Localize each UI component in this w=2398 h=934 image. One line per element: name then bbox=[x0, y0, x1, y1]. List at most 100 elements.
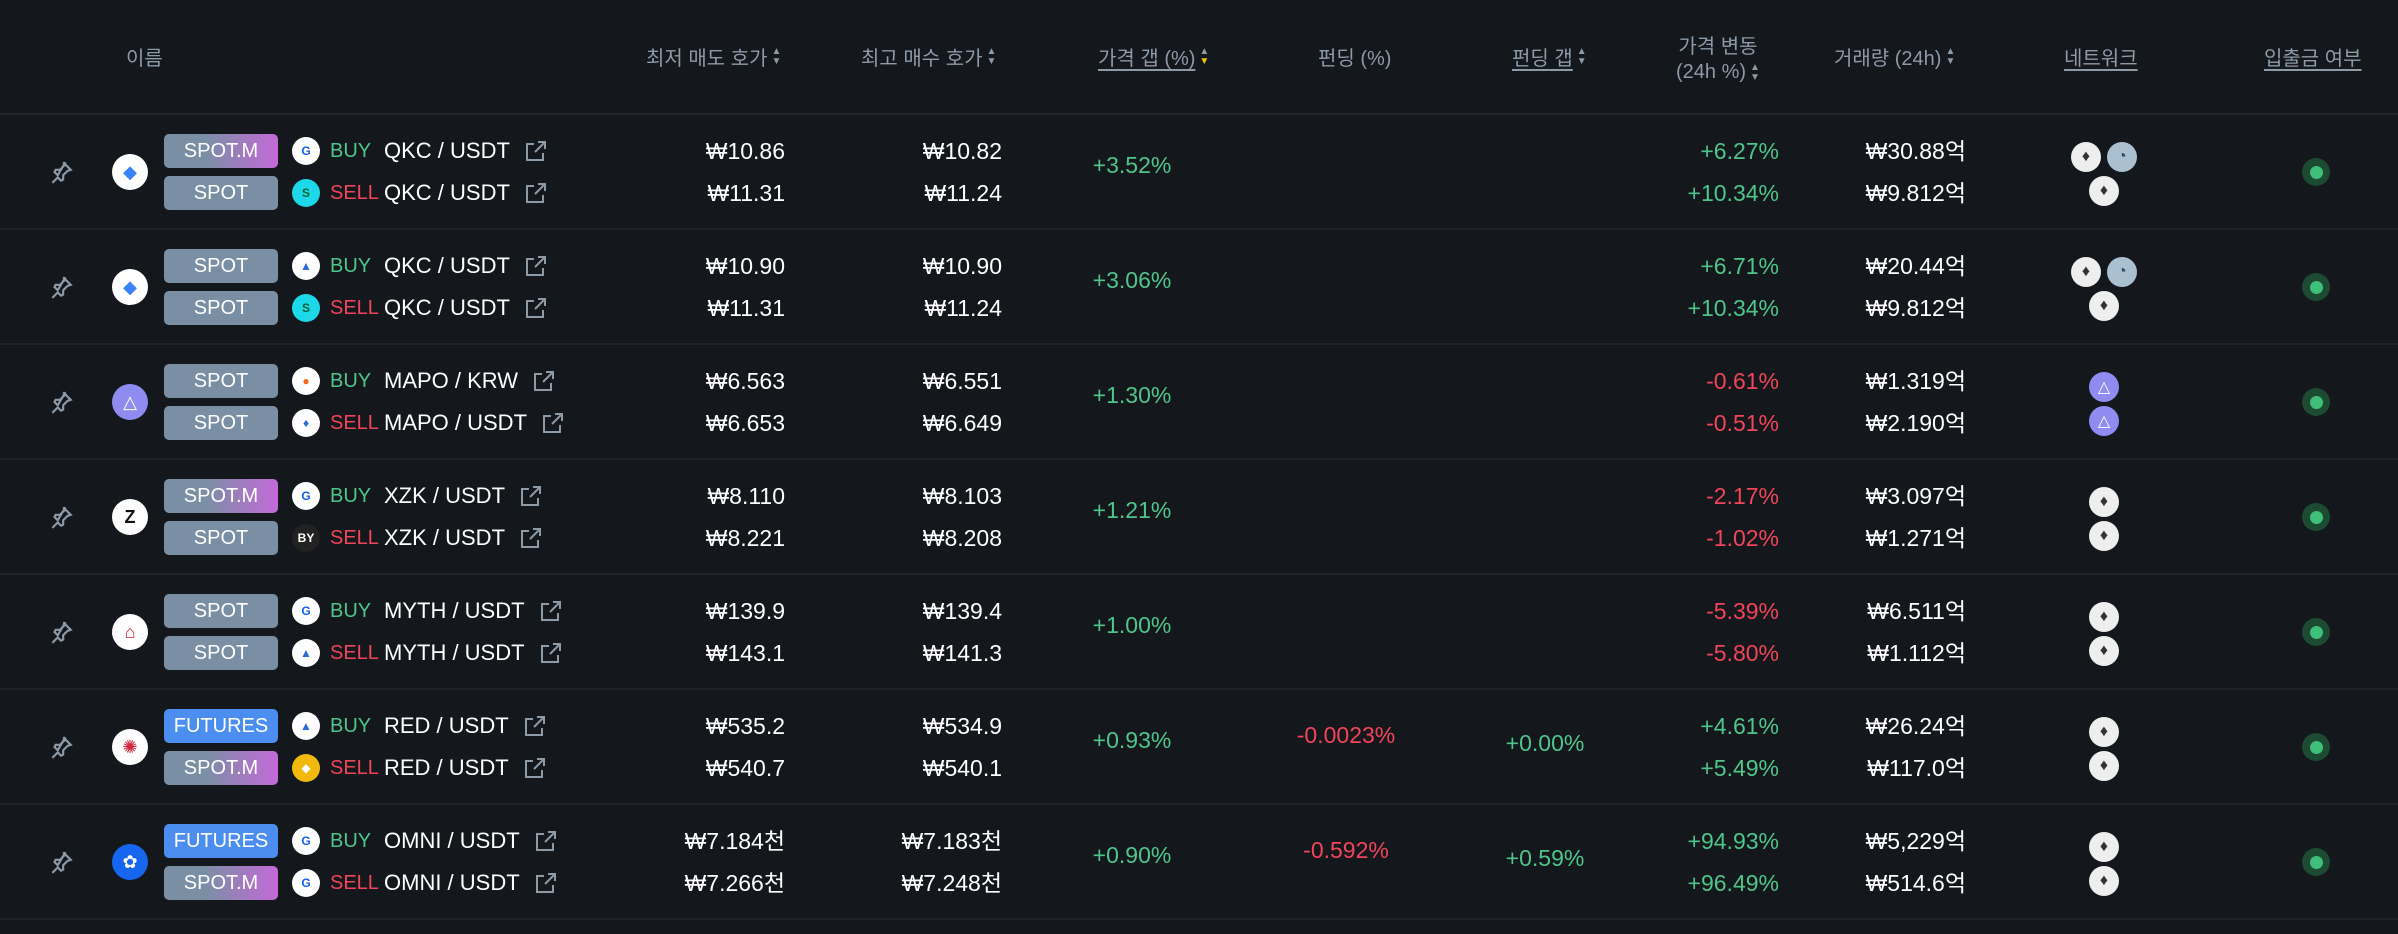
eth-network-icon: ♦ bbox=[2089, 832, 2119, 862]
table-row[interactable]: ⌂ SPOT G BUY MYTH / USDT SPOT ▲ SELL MYT… bbox=[0, 575, 2398, 690]
deposit-status-indicator bbox=[2302, 388, 2330, 416]
buy-leg: SPOT ▲ BUY QKC / USDT bbox=[164, 249, 548, 283]
header-ask[interactable]: 최저 매도 호가 ▲ ▼ bbox=[646, 45, 782, 70]
funding-rate: -0.0023% bbox=[1296, 722, 1396, 748]
external-link-icon[interactable] bbox=[539, 641, 563, 665]
buy-leg: SPOT G BUY MYTH / USDT bbox=[164, 594, 563, 628]
pin-icon[interactable] bbox=[48, 389, 74, 415]
quarkchain-icon: ◆ bbox=[112, 269, 148, 305]
table-row[interactable]: ◆ SPOT.M G BUY QKC / USDT SPOT S SELL QK… bbox=[0, 115, 2398, 230]
sort-icon[interactable]: ▲ ▼ bbox=[1750, 61, 1760, 83]
market-type-badge: FUTURES bbox=[164, 709, 278, 743]
price-change: -5.39% -5.80% bbox=[1706, 598, 1779, 666]
sell-leg: SPOT ▲ SELL MYTH / USDT bbox=[164, 636, 563, 670]
eth-network-icon: ♦ bbox=[2089, 487, 2119, 517]
external-link-icon[interactable] bbox=[534, 871, 558, 895]
pin-icon[interactable] bbox=[48, 159, 74, 185]
trading-pair: RED / USDT bbox=[384, 713, 509, 738]
trading-pair: MAPO / KRW bbox=[384, 368, 519, 393]
bid-prices: ₩534.9 ₩540.1 bbox=[922, 713, 1002, 781]
eth-network-icon: ♦ bbox=[2071, 142, 2101, 172]
eth-network-icon: ♦ bbox=[2089, 602, 2119, 632]
pin-icon[interactable] bbox=[48, 274, 74, 300]
market-type-badge: FUTURES bbox=[164, 824, 278, 858]
price-gap: +3.06% bbox=[1092, 267, 1172, 293]
trading-pair: RED / USDT bbox=[384, 755, 509, 780]
table-row[interactable]: △ SPOT ● BUY MAPO / KRW SPOT ♦ SELL MAPO… bbox=[0, 345, 2398, 460]
side-label: SELL bbox=[330, 871, 379, 894]
bithumb-icon: ● bbox=[292, 367, 320, 395]
buy-leg: FUTURES ▲ BUY RED / USDT bbox=[164, 709, 547, 743]
binance-icon: ◆ bbox=[292, 754, 320, 782]
sell-leg: SPOT S SELL QKC / USDT bbox=[164, 291, 548, 325]
sort-icon[interactable]: ▲ ▼ bbox=[1576, 45, 1587, 67]
volume: ₩1.319억 ₩2.190억 bbox=[1865, 368, 1966, 436]
sort-icon[interactable]: ▲ ▼ bbox=[1945, 45, 1956, 67]
market-type-badge: SPOT.M bbox=[164, 866, 278, 900]
header-volume[interactable]: 거래량 (24h) ▲ ▼ bbox=[1834, 45, 1956, 70]
bid-prices: ₩10.82 ₩11.24 bbox=[922, 138, 1002, 206]
trading-pair: MYTH / USDT bbox=[384, 640, 525, 665]
eth-network-icon: ♦ bbox=[2071, 257, 2101, 287]
price-gap: +1.00% bbox=[1092, 612, 1172, 638]
table-row[interactable]: ✺ FUTURES ▲ BUY RED / USDT SPOT.M ◆ SELL… bbox=[0, 690, 2398, 805]
header-funding-gap[interactable]: 펀딩 갭 ▲ ▼ bbox=[1512, 45, 1587, 70]
external-link-icon[interactable] bbox=[523, 714, 547, 738]
ask-prices: ₩7.184천 ₩7.266천 bbox=[684, 828, 785, 896]
pin-icon[interactable] bbox=[48, 849, 74, 875]
external-link-icon[interactable] bbox=[534, 829, 558, 853]
external-link-icon[interactable] bbox=[524, 254, 548, 278]
volume: ₩30.88억 ₩9.812억 bbox=[1865, 138, 1966, 206]
external-link-icon[interactable] bbox=[524, 139, 548, 163]
red-icon: ✺ bbox=[112, 729, 148, 765]
sort-icon[interactable]: ▲ ▼ bbox=[986, 45, 997, 67]
bid-prices: ₩8.103 ₩8.208 bbox=[922, 483, 1002, 551]
ask-prices: ₩6.563 ₩6.653 bbox=[705, 368, 785, 436]
price-change: +6.71% +10.34% bbox=[1687, 253, 1779, 321]
deposit-status-indicator bbox=[2302, 733, 2330, 761]
omni-icon: ✿ bbox=[112, 844, 148, 880]
price-change: -0.61% -0.51% bbox=[1706, 368, 1779, 436]
market-type-badge: SPOT bbox=[164, 521, 278, 555]
eth-network-icon: ♦ bbox=[2089, 176, 2119, 206]
htx-icon: ♦ bbox=[292, 409, 320, 437]
deposit-status-indicator bbox=[2302, 848, 2330, 876]
header-deposit[interactable]: 입출금 여부 bbox=[2264, 48, 2362, 70]
external-link-icon[interactable] bbox=[519, 484, 543, 508]
external-link-icon[interactable] bbox=[541, 411, 565, 435]
eth-network-icon: ♦ bbox=[2089, 866, 2119, 896]
header-network[interactable]: 네트워크 bbox=[2064, 48, 2138, 70]
external-link-icon[interactable] bbox=[532, 369, 556, 393]
sell-leg: SPOT.M G SELL OMNI / USDT bbox=[164, 866, 558, 900]
market-type-badge: SPOT.M bbox=[164, 479, 278, 513]
external-link-icon[interactable] bbox=[523, 756, 547, 780]
pin-icon[interactable] bbox=[48, 619, 74, 645]
external-link-icon[interactable] bbox=[524, 181, 548, 205]
table-row[interactable]: ✿ FUTURES G BUY OMNI / USDT SPOT.M G SEL… bbox=[0, 805, 2398, 920]
price-gap: +0.90% bbox=[1092, 842, 1172, 868]
pin-icon[interactable] bbox=[48, 734, 74, 760]
volume: ₩3.097억 ₩1.271억 bbox=[1865, 483, 1966, 551]
header-gap[interactable]: 가격 갭 (%) ▲ ▼ bbox=[1098, 45, 1210, 70]
table-row[interactable]: Z SPOT.M G BUY XZK / USDT SPOT BY SELL X… bbox=[0, 460, 2398, 575]
side-label: BUY bbox=[330, 829, 372, 852]
price-change: +6.27% +10.34% bbox=[1687, 138, 1779, 206]
side-label: BUY bbox=[330, 599, 372, 622]
side-label: SELL bbox=[330, 641, 379, 664]
external-link-icon[interactable] bbox=[519, 526, 543, 550]
trading-pair: QKC / USDT bbox=[384, 253, 510, 278]
deposit-status-indicator bbox=[2302, 273, 2330, 301]
external-link-icon[interactable] bbox=[524, 296, 548, 320]
side-label: BUY bbox=[330, 714, 372, 737]
table-row[interactable]: ◆ SPOT ▲ BUY QKC / USDT SPOT S SELL QKC … bbox=[0, 230, 2398, 345]
external-link-icon[interactable] bbox=[539, 599, 563, 623]
ask-prices: ₩8.110 ₩8.221 bbox=[705, 483, 785, 551]
header-bid[interactable]: 최고 매수 호가 ▲ ▼ bbox=[861, 45, 997, 70]
trading-pair: MAPO / USDT bbox=[384, 410, 528, 435]
quarkchain-icon: ◆ bbox=[112, 154, 148, 190]
sort-icon[interactable]: ▲ ▼ bbox=[1199, 45, 1210, 67]
volume: ₩5,229억 ₩514.6억 bbox=[1865, 828, 1966, 896]
pin-icon[interactable] bbox=[48, 504, 74, 530]
sort-icon[interactable]: ▲ ▼ bbox=[771, 45, 782, 67]
header-change[interactable]: 가격 변동 (24h %) ▲ ▼ bbox=[1676, 36, 1760, 83]
